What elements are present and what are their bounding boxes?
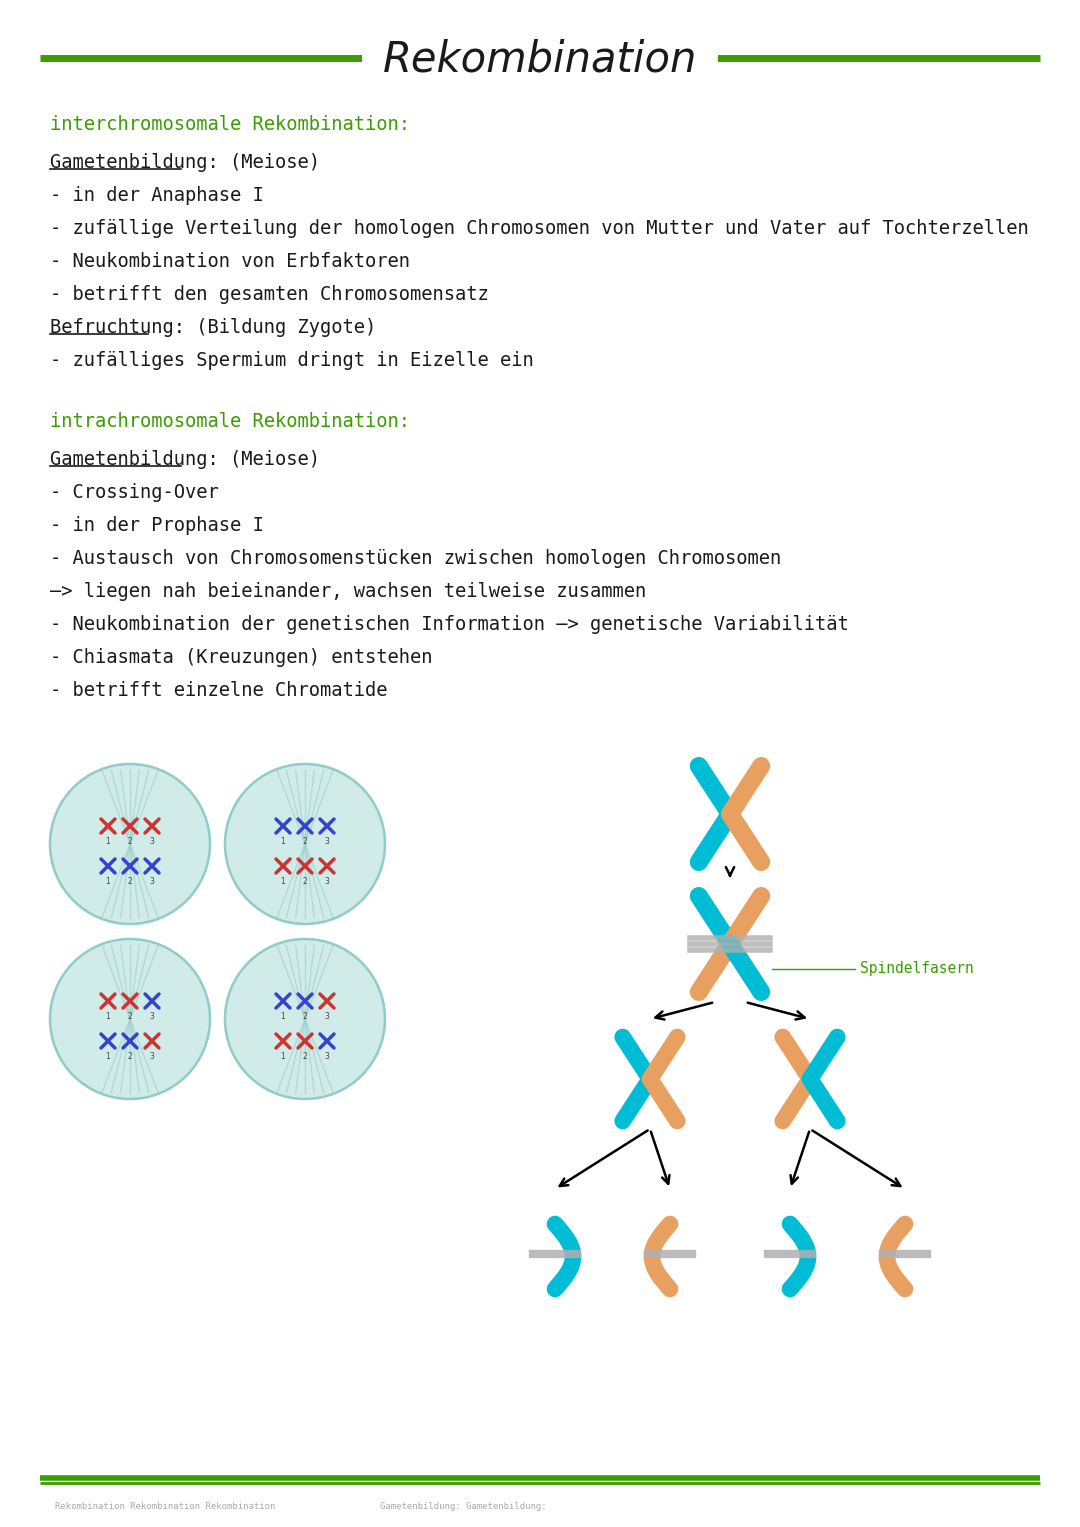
Text: 1: 1	[281, 1052, 285, 1061]
Text: Befruchtung: (Bildung Zygote): Befruchtung: (Bildung Zygote)	[50, 318, 376, 337]
Text: 1: 1	[281, 837, 285, 846]
Text: intrachromosomale Rekombination:: intrachromosomale Rekombination:	[50, 412, 410, 431]
Text: —> liegen nah beieinander, wachsen teilweise zusammen: —> liegen nah beieinander, wachsen teilw…	[50, 582, 646, 602]
Text: 2: 2	[127, 876, 133, 886]
Text: Rekombination Rekombination Rekombination: Rekombination Rekombination Rekombinatio…	[55, 1503, 281, 1512]
Text: 2: 2	[302, 1052, 308, 1061]
Circle shape	[225, 939, 384, 1099]
Text: 2: 2	[302, 837, 308, 846]
Circle shape	[50, 764, 210, 924]
Text: 3: 3	[325, 1052, 329, 1061]
Text: Gametenbildung: (Meiose): Gametenbildung: (Meiose)	[50, 450, 320, 469]
Text: - Neukombination von Erbfaktoren: - Neukombination von Erbfaktoren	[50, 252, 410, 270]
Text: 2: 2	[127, 837, 133, 846]
Text: - zufällige Verteilung der homologen Chromosomen von Mutter und Vater auf Tochte: - zufällige Verteilung der homologen Chr…	[50, 218, 1029, 238]
Circle shape	[225, 764, 384, 924]
Text: - Crossing-Over: - Crossing-Over	[50, 483, 219, 502]
Text: - betrifft einzelne Chromatide: - betrifft einzelne Chromatide	[50, 681, 388, 699]
Text: Spindelfasern: Spindelfasern	[860, 962, 974, 976]
Circle shape	[50, 939, 210, 1099]
Text: 3: 3	[149, 876, 154, 886]
Text: Gametenbildung: (Meiose): Gametenbildung: (Meiose)	[50, 153, 320, 173]
Text: Gametenbildung: Gametenbildung:: Gametenbildung: Gametenbildung:	[380, 1503, 552, 1512]
Text: 3: 3	[325, 1012, 329, 1022]
Text: 2: 2	[127, 1052, 133, 1061]
Text: - in der Prophase I: - in der Prophase I	[50, 516, 264, 534]
Text: 3: 3	[325, 837, 329, 846]
Text: 1: 1	[106, 876, 110, 886]
Text: 3: 3	[325, 876, 329, 886]
Text: - Austausch von Chromosomenstücken zwischen homologen Chromosomen: - Austausch von Chromosomenstücken zwisc…	[50, 550, 781, 568]
Text: 2: 2	[302, 876, 308, 886]
Text: - zufälliges Spermium dringt in Eizelle ein: - zufälliges Spermium dringt in Eizelle …	[50, 351, 534, 370]
Text: 3: 3	[149, 1012, 154, 1022]
Text: 3: 3	[149, 837, 154, 846]
Text: - betrifft den gesamten Chromosomensatz: - betrifft den gesamten Chromosomensatz	[50, 286, 489, 304]
Text: Rekombination: Rekombination	[382, 40, 698, 81]
Text: 1: 1	[106, 1012, 110, 1022]
Text: - in der Anaphase I: - in der Anaphase I	[50, 186, 264, 205]
Text: interchromosomale Rekombination:: interchromosomale Rekombination:	[50, 115, 410, 134]
Text: 2: 2	[302, 1012, 308, 1022]
Text: 1: 1	[106, 1052, 110, 1061]
Text: - Neukombination der genetischen Information —> genetische Variabilität: - Neukombination der genetischen Informa…	[50, 615, 849, 634]
Text: 3: 3	[149, 1052, 154, 1061]
Text: 2: 2	[127, 1012, 133, 1022]
Text: 1: 1	[106, 837, 110, 846]
Text: 1: 1	[281, 876, 285, 886]
Text: - Chiasmata (Kreuzungen) entstehen: - Chiasmata (Kreuzungen) entstehen	[50, 647, 432, 667]
Text: 1: 1	[281, 1012, 285, 1022]
